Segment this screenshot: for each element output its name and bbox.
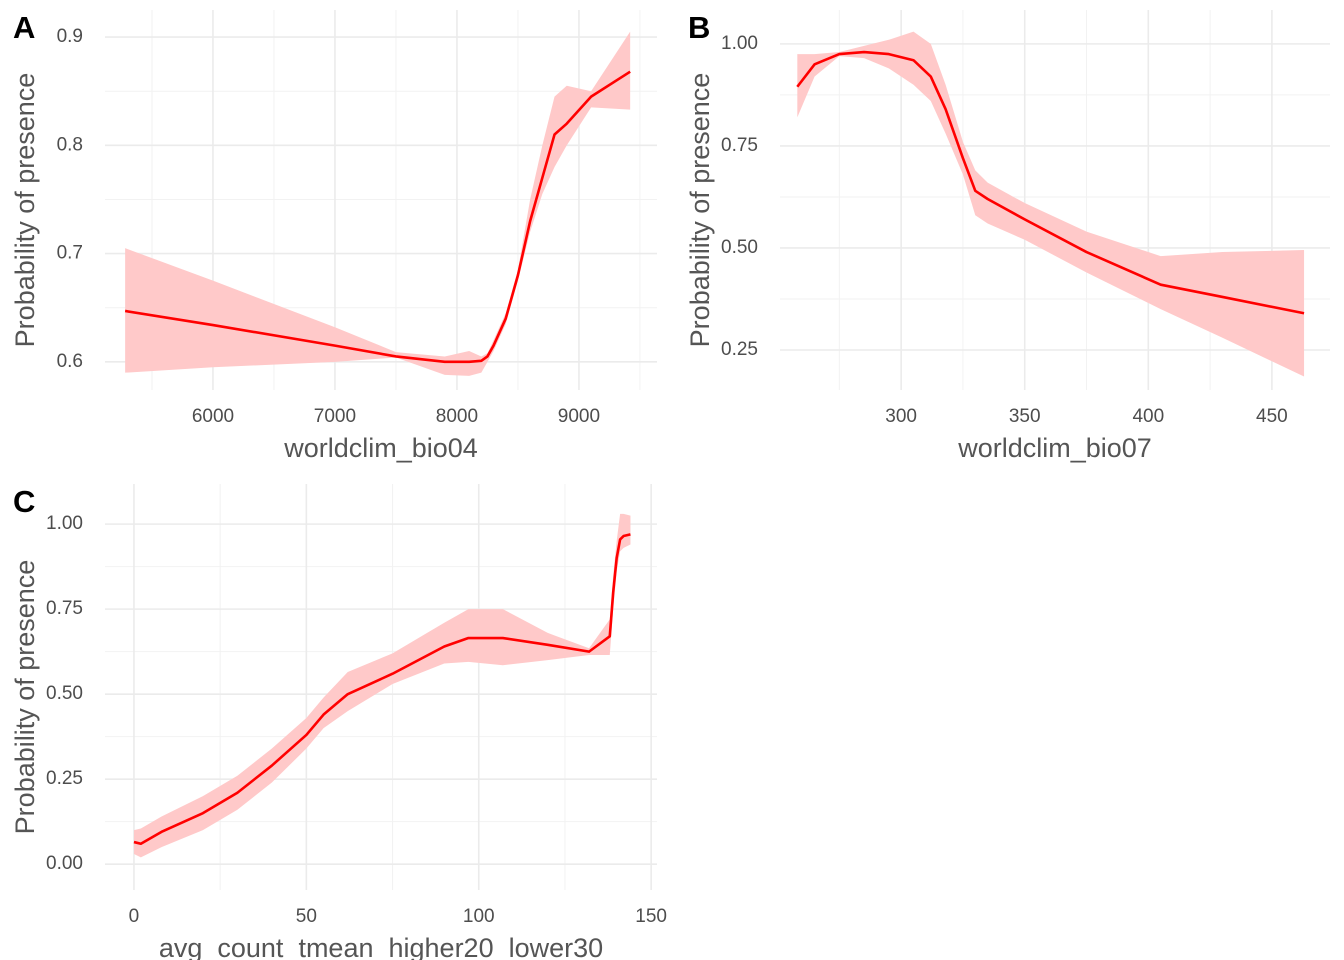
panel-label: B [688, 10, 710, 45]
confidence-band [797, 31, 1305, 377]
x-tick-label: 100 [463, 906, 495, 927]
x-tick-label: 0 [129, 906, 140, 927]
y-tick-label: 0.75 [721, 135, 758, 156]
x-tick-label: 350 [1009, 406, 1041, 427]
y-tick-label: 0.50 [721, 237, 758, 258]
x-tick-label: 400 [1132, 406, 1164, 427]
x-axis-title: worldclim_bio07 [957, 433, 1152, 463]
line [133, 533, 631, 846]
x-tick-label: 450 [1256, 406, 1288, 427]
y-axis-title: Probability of presence [685, 73, 715, 348]
x-tick-label: 9000 [558, 406, 600, 427]
line [796, 50, 1305, 315]
panel-label: C [13, 484, 35, 519]
y-tick-label: 0.7 [57, 243, 83, 264]
y-tick-label: 0.8 [57, 134, 83, 155]
x-tick-label: 150 [635, 906, 667, 927]
y-tick-label: 0.50 [46, 683, 83, 704]
confidence-band [133, 513, 631, 858]
confidence-band [125, 31, 631, 376]
y-tick-label: 0.00 [46, 853, 83, 874]
x-tick-label: 8000 [436, 406, 478, 427]
y-tick-label: 0.9 [57, 26, 83, 47]
line [124, 70, 631, 364]
x-tick-label: 300 [885, 406, 917, 427]
y-tick-label: 0.25 [721, 339, 758, 360]
x-tick-label: 7000 [314, 406, 356, 427]
x-axis-title: worldclim_bio04 [283, 433, 478, 463]
y-axis-title: Probability of presence [10, 560, 40, 835]
y-tick-label: 1.00 [46, 513, 83, 534]
y-tick-label: 1.00 [721, 33, 758, 54]
y-tick-label: 0.75 [46, 598, 83, 619]
y-axis-title: Probability of presence [10, 73, 40, 348]
x-axis-title: avg_count_tmean_higher20_lower30 [159, 933, 603, 960]
x-tick-label: 6000 [192, 406, 234, 427]
y-tick-label: 0.25 [46, 768, 83, 789]
x-tick-label: 50 [296, 906, 317, 927]
y-tick-label: 0.6 [57, 351, 83, 372]
panel-label: A [13, 10, 35, 45]
